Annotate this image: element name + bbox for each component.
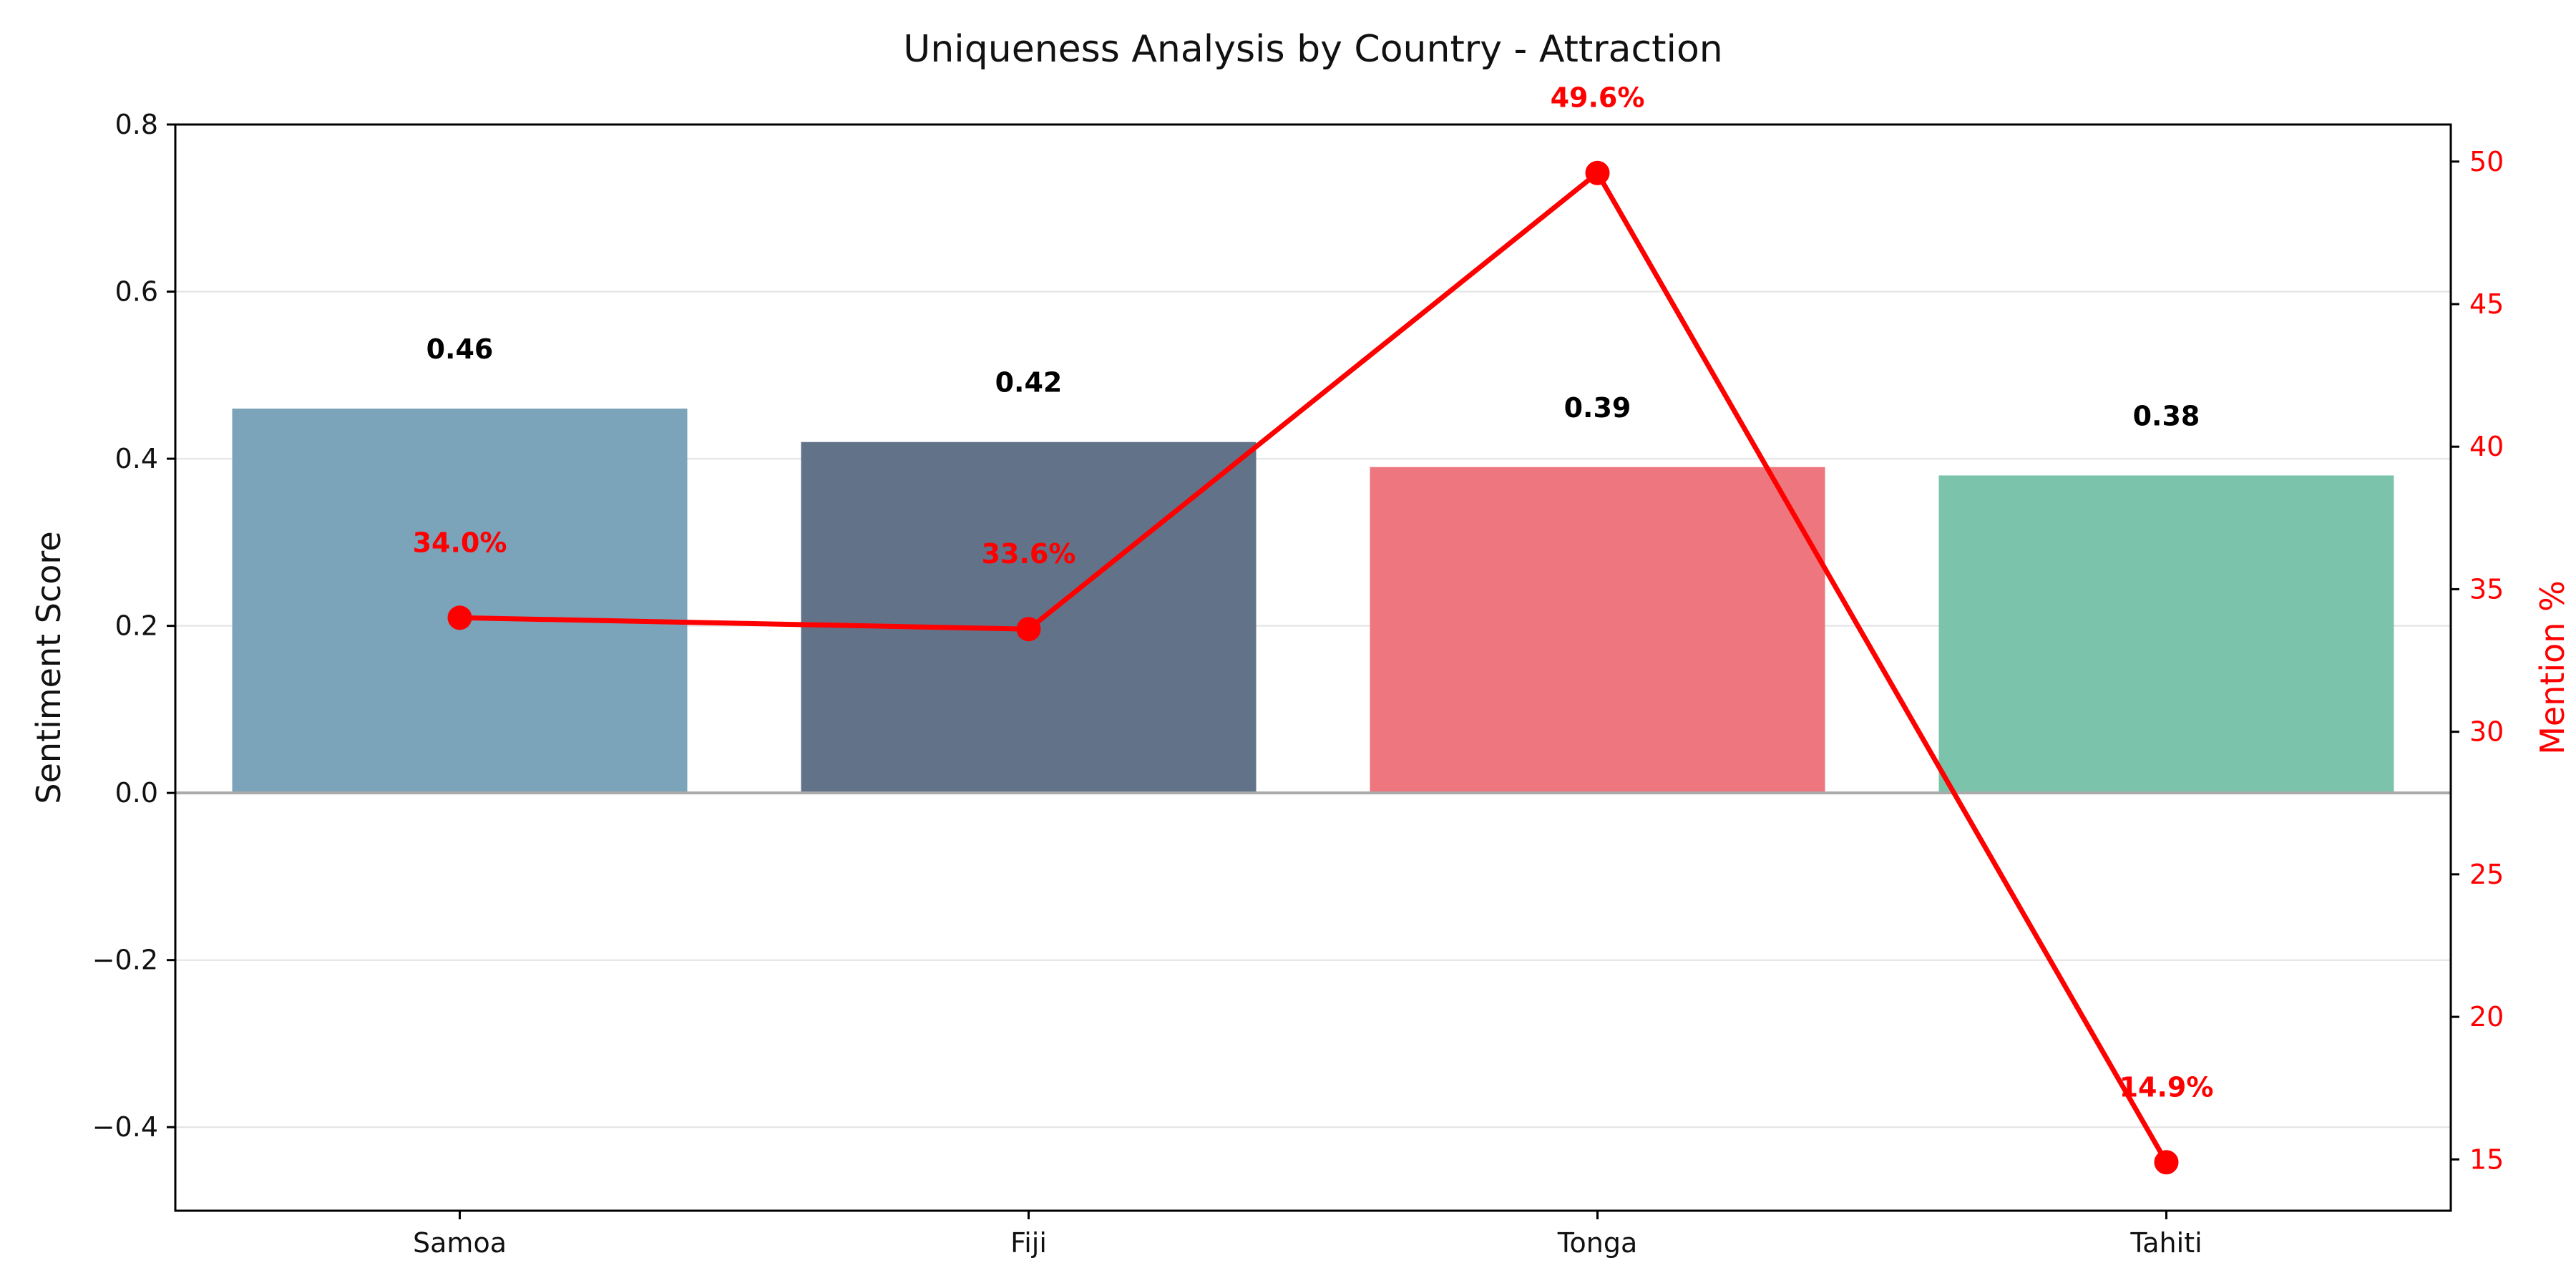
y2-tick-label: 45 (2469, 288, 2504, 320)
bar-value-label: 0.46 (426, 333, 494, 365)
mention-value-label: 14.9% (2119, 1071, 2214, 1103)
chart-title: Uniqueness Analysis by Country - Attract… (903, 28, 1722, 71)
y-tick-label: 0.2 (115, 610, 158, 642)
bar-value-labels: 0.46 0.42 0.39 0.38 (426, 333, 2200, 431)
x-ticks: Samoa Fiji Tonga Tahiti (413, 1211, 2202, 1259)
bars (232, 409, 2394, 794)
mention-point (447, 605, 472, 630)
mention-value-labels: 34.0% 33.6% 49.6% 14.9% (413, 82, 2214, 1103)
x-tick-label: Tonga (1557, 1227, 1638, 1259)
x-tick-label: Samoa (413, 1227, 507, 1259)
y2-tick-label: 50 (2469, 146, 2504, 177)
bar (1938, 475, 2394, 794)
x-tick-label: Fiji (1010, 1227, 1047, 1259)
mention-point (2154, 1150, 2179, 1175)
bar-value-label: 0.38 (2133, 400, 2200, 431)
plot-frame (174, 123, 2452, 1212)
x-tick-label: Tahiti (2129, 1227, 2202, 1259)
y2-tick-label: 15 (2469, 1143, 2504, 1175)
y-tick-label: 0.0 (115, 777, 158, 809)
mention-value-label: 33.6% (982, 538, 1076, 570)
y2-tick-label: 40 (2469, 431, 2504, 462)
y-tick-label: 0.8 (115, 109, 158, 140)
mention-value-label: 49.6% (1551, 82, 1645, 114)
y2-axis-label: Mention % (2533, 580, 2572, 755)
left-y-ticks: 0.8 0.6 0.4 0.2 0.0 −0.2 −0.4 (92, 109, 175, 1143)
bar (232, 409, 688, 794)
y-tick-label: −0.4 (92, 1111, 158, 1143)
mention-value-label: 34.0% (413, 527, 507, 558)
y-tick-label: −0.2 (92, 945, 158, 976)
y-tick-label: 0.4 (115, 443, 158, 474)
mention-line-series (447, 160, 2179, 1175)
y2-tick-label: 35 (2469, 573, 2504, 605)
mention-point (1016, 617, 1041, 642)
y2-tick-label: 30 (2469, 716, 2504, 748)
y2-tick-label: 25 (2469, 859, 2504, 890)
bar (1370, 467, 1825, 794)
y-axis-label: Sentiment Score (29, 531, 68, 804)
mention-line (459, 170, 2169, 1164)
y-tick-label: 0.6 (115, 276, 158, 308)
bar-value-label: 0.39 (1564, 392, 1631, 424)
y2-tick-label: 20 (2469, 1001, 2504, 1033)
mention-point (1585, 160, 1610, 185)
right-y-ticks: 50 45 40 35 30 25 20 15 (2451, 146, 2504, 1175)
bar-value-label: 0.42 (995, 367, 1063, 399)
